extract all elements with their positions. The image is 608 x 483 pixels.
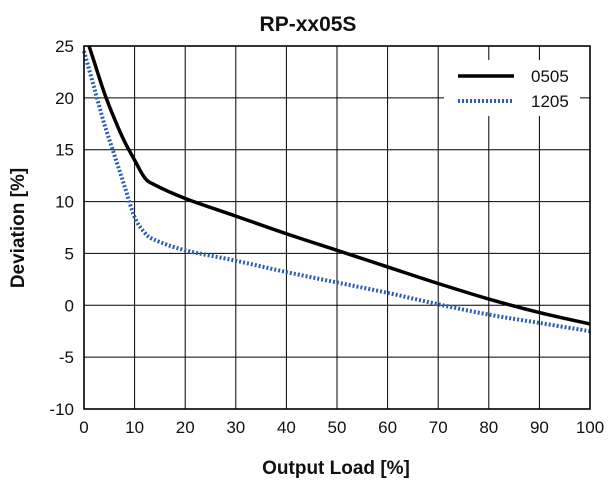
x-tick-label: 40 <box>277 418 296 437</box>
x-tick-labels: 0 10 20 30 40 50 60 70 80 90 100 <box>79 418 604 437</box>
x-tick-label: 80 <box>479 418 498 437</box>
x-tick-label: 30 <box>226 418 245 437</box>
x-axis-label: Output Load [%] <box>262 458 410 479</box>
y-axis-label: Deviation [%] <box>8 168 29 288</box>
y-tick-label: 25 <box>55 37 74 56</box>
y-tick-label: 20 <box>55 89 74 108</box>
x-tick-label: 10 <box>125 418 144 437</box>
x-tick-label: 90 <box>530 418 549 437</box>
x-tick-label: 0 <box>79 418 88 437</box>
legend-box <box>444 60 580 116</box>
plot-frame <box>83 45 591 410</box>
y-tick-label: -5 <box>59 348 74 367</box>
x-tick-label: 60 <box>378 418 397 437</box>
y-tick-label: 0 <box>65 296 74 315</box>
legend-label-0505: 0505 <box>531 67 569 86</box>
series-line-1205 <box>82 50 591 334</box>
x-tick-label: 70 <box>429 418 448 437</box>
legend: 0505 1205 <box>444 60 580 116</box>
y-tick-label: 10 <box>55 193 74 212</box>
y-tick-label: -10 <box>49 400 74 419</box>
series-line-0505 <box>87 45 591 326</box>
y-tick-label: 5 <box>65 244 74 263</box>
chart-title: RP-xx05S <box>260 13 357 36</box>
legend-label-1205: 1205 <box>531 92 569 111</box>
x-tick-label: 50 <box>328 418 347 437</box>
x-tick-label: 100 <box>576 418 604 437</box>
y-tick-labels: -10 -5 0 5 10 15 20 25 <box>49 37 74 419</box>
y-tick-label: 15 <box>55 141 74 160</box>
series-layer <box>82 45 591 334</box>
x-tick-label: 20 <box>176 418 195 437</box>
